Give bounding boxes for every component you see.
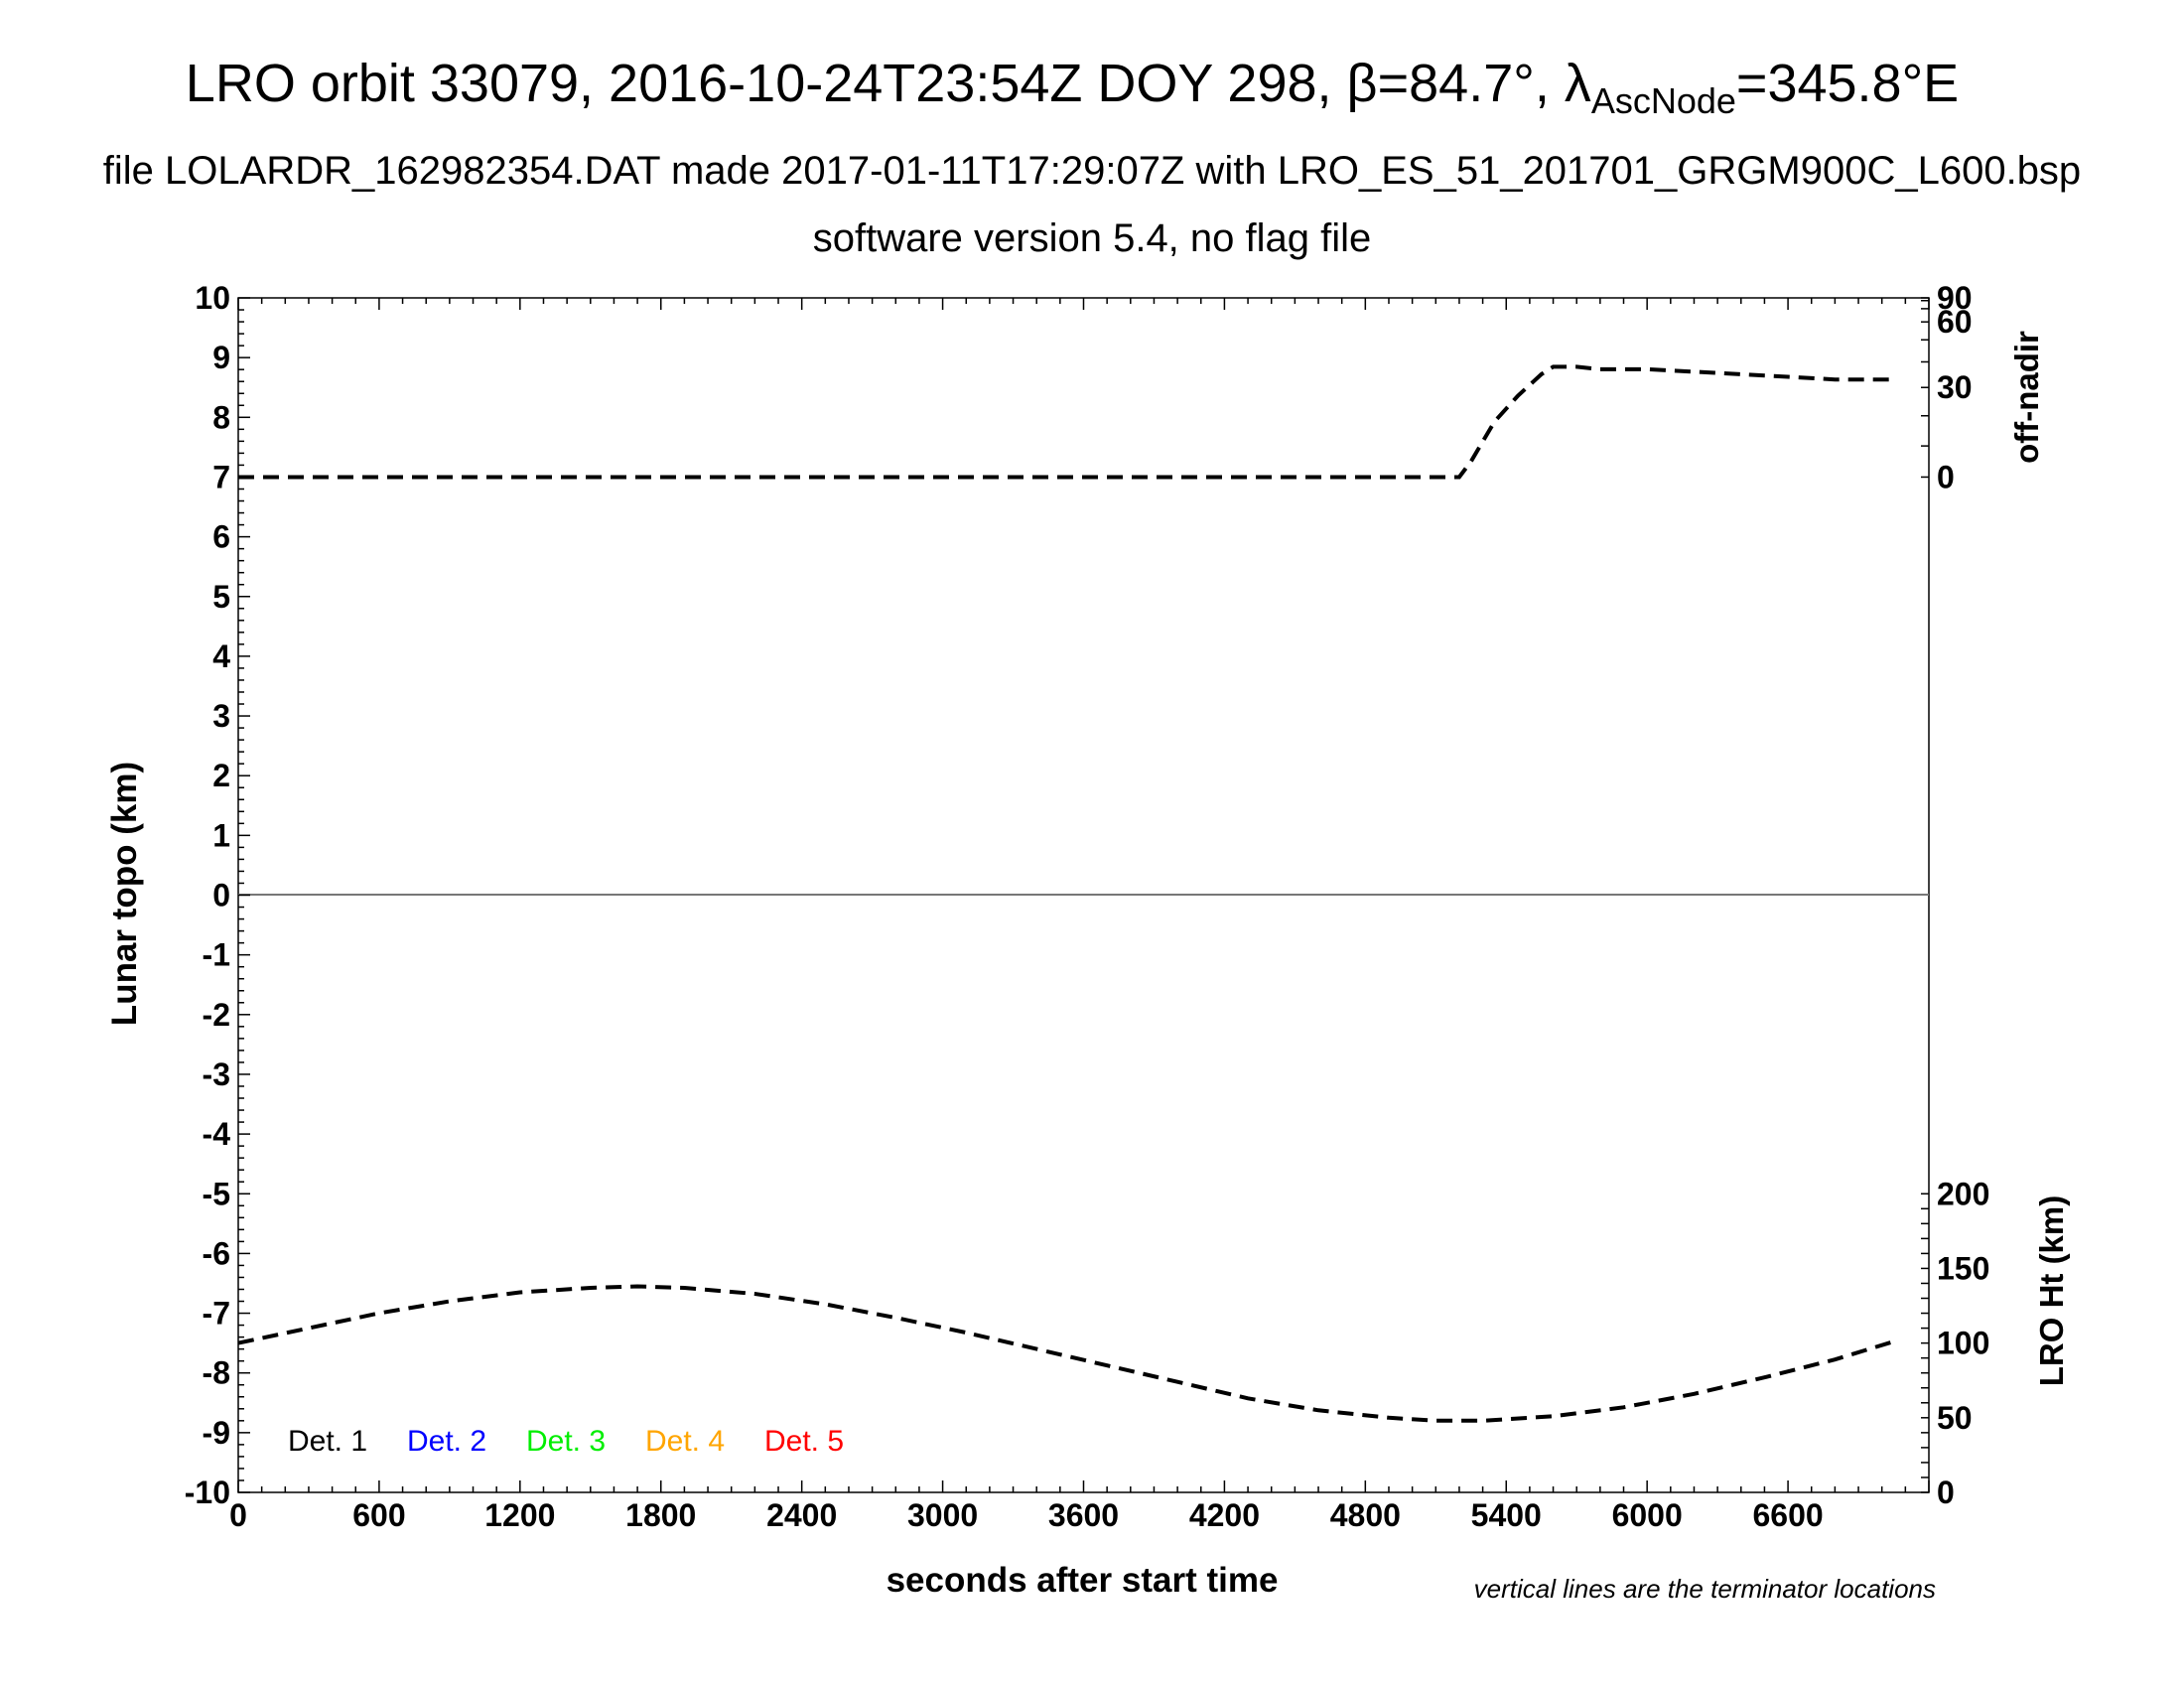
legend-item-det-2: Det. 2 <box>407 1425 486 1458</box>
x-tick-label: 6000 <box>1612 1497 1683 1533</box>
y-tick-label: -6 <box>203 1235 230 1271</box>
x-axis-label: seconds after start time <box>887 1561 1279 1600</box>
legend: Det. 1 Det. 2 Det. 3 Det. 4 Det. 5 <box>288 1425 844 1458</box>
chart-subtitle: file LOLARDR_162982354.DAT made 2017-01-… <box>103 149 2081 193</box>
lro-height-line <box>237 1284 1895 1423</box>
x-tick-label: 1800 <box>625 1497 696 1533</box>
x-tick-label: 3000 <box>907 1497 978 1533</box>
x-tick-label: 0 <box>229 1497 247 1533</box>
x-tick-label: 4200 <box>1189 1497 1260 1533</box>
y-tick-label: -9 <box>203 1415 230 1451</box>
height-tick-label: 150 <box>1937 1250 1989 1286</box>
y-tick-label: -3 <box>203 1056 230 1092</box>
off-nadir-tick-label: 30 <box>1937 369 1973 405</box>
y-tick-label: -8 <box>203 1355 230 1391</box>
y-tick-label: -7 <box>203 1296 230 1332</box>
y-tick-label: 3 <box>212 698 230 734</box>
y-tick-label: 6 <box>212 519 230 555</box>
y-tick-label: 8 <box>212 399 230 435</box>
x-tick-label: 2400 <box>766 1497 837 1533</box>
x-tick-label: 4800 <box>1330 1497 1401 1533</box>
legend-item-det-5: Det. 5 <box>764 1425 844 1458</box>
y-tick-label: 1 <box>212 817 230 853</box>
axis-ticks: 0 600 1200 1800 2400 3000 3600 4200 4800 5400 6000… <box>185 280 1990 1533</box>
x-tick-label: 3600 <box>1048 1497 1119 1533</box>
y-tick-label: 5 <box>212 579 230 615</box>
y-tick-label: 2 <box>212 758 230 793</box>
x-tick-label: 6600 <box>1752 1497 1823 1533</box>
y-tick-label: 4 <box>212 638 230 674</box>
height-tick-label: 0 <box>1937 1475 1955 1510</box>
y-tick-label: -2 <box>203 997 230 1033</box>
height-axis-label: LRO Ht (km) <box>2033 1196 2070 1387</box>
x-tick-label: 5400 <box>1471 1497 1542 1533</box>
off-nadir-tick-label: 90 <box>1937 280 1973 316</box>
y-tick-label: -10 <box>185 1475 230 1510</box>
y-tick-label: 10 <box>195 280 230 316</box>
terminator-note: vertical lines are the terminator locati… <box>1474 1574 1936 1604</box>
y-tick-label: -1 <box>203 937 230 973</box>
chart-subtitle-2: software version 5.4, no flag file <box>813 216 1372 260</box>
y-tick-label: -4 <box>203 1116 231 1152</box>
data-series <box>237 364 1895 1423</box>
y-tick-label: 7 <box>212 459 230 494</box>
legend-item-det-3: Det. 3 <box>526 1425 606 1458</box>
off-nadir-line <box>238 364 1894 480</box>
x-tick-label: 600 <box>352 1497 405 1533</box>
y-tick-label: 0 <box>212 878 230 914</box>
y-tick-label: -5 <box>203 1176 230 1211</box>
height-tick-label: 200 <box>1937 1176 1989 1211</box>
height-tick-label: 50 <box>1937 1400 1973 1436</box>
height-tick-label: 100 <box>1937 1326 1989 1361</box>
legend-item-det-4: Det. 4 <box>645 1425 725 1458</box>
y-axis-label: Lunar topo (km) <box>105 762 144 1026</box>
chart-title: LRO orbit 33079, 2016-10-24T23:54Z DOY 2… <box>186 54 1959 121</box>
x-tick-label: 1200 <box>484 1497 555 1533</box>
off-nadir-axis-label: off-nadir <box>2008 331 2045 464</box>
off-nadir-tick-label: 0 <box>1937 459 1955 494</box>
legend-item-det-1: Det. 1 <box>288 1425 367 1458</box>
off-nadir-tick-label: 60 <box>1937 304 1973 340</box>
y-tick-label: 9 <box>212 340 230 375</box>
